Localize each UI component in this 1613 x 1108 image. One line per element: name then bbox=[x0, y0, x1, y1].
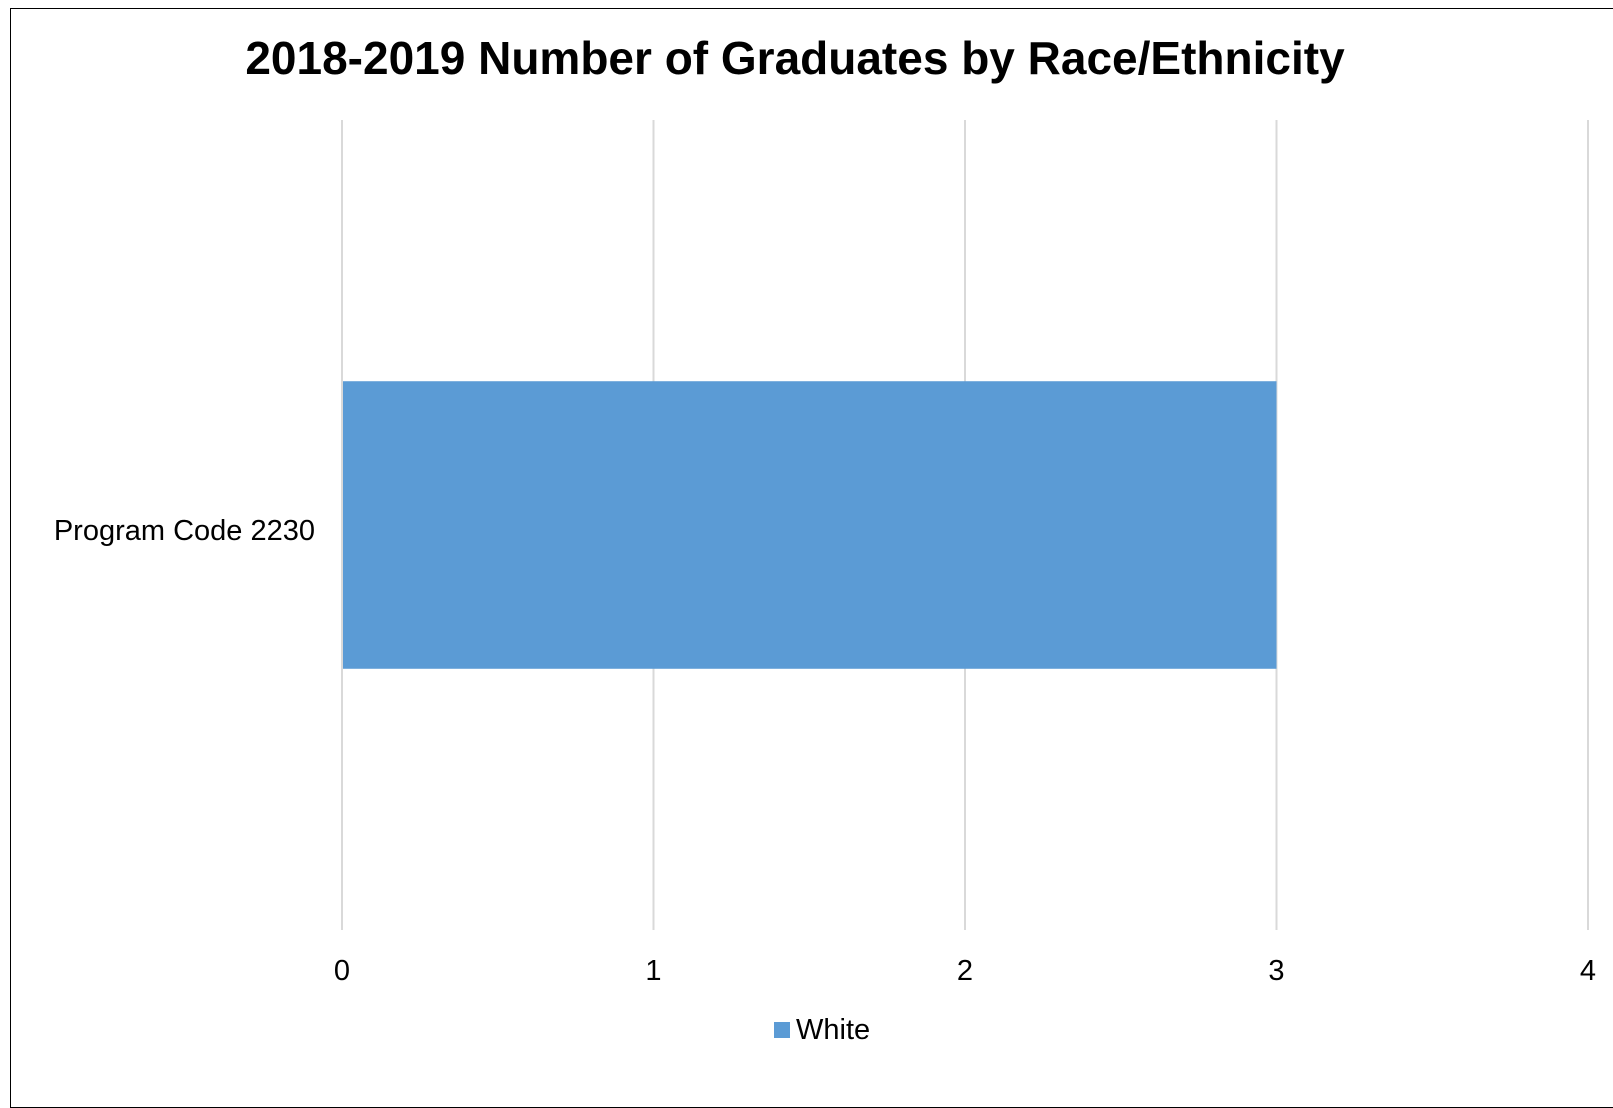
chart-title: 2018-2019 Number of Graduates by Race/Et… bbox=[245, 32, 1345, 84]
x-tick-label-2: 2 bbox=[957, 955, 973, 987]
legend-label-white: White bbox=[796, 1014, 870, 1046]
bar-chart: 2018-2019 Number of Graduates by Race/Et… bbox=[54, 32, 1596, 1046]
x-tick-label-0: 0 bbox=[334, 955, 350, 987]
legend-swatch-white bbox=[774, 1022, 790, 1038]
x-tick-label-4: 4 bbox=[1580, 955, 1596, 987]
legend: White bbox=[774, 1014, 870, 1046]
y-axis-categories: Program Code 2230 bbox=[54, 515, 315, 547]
category-label-0: Program Code 2230 bbox=[54, 515, 315, 547]
x-tick-label-3: 3 bbox=[1268, 955, 1284, 987]
bars bbox=[343, 381, 1277, 669]
x-tick-label-1: 1 bbox=[645, 955, 661, 987]
x-axis-ticks: 0 1 2 3 4 bbox=[334, 955, 1596, 987]
bar-white-0 bbox=[343, 381, 1277, 669]
